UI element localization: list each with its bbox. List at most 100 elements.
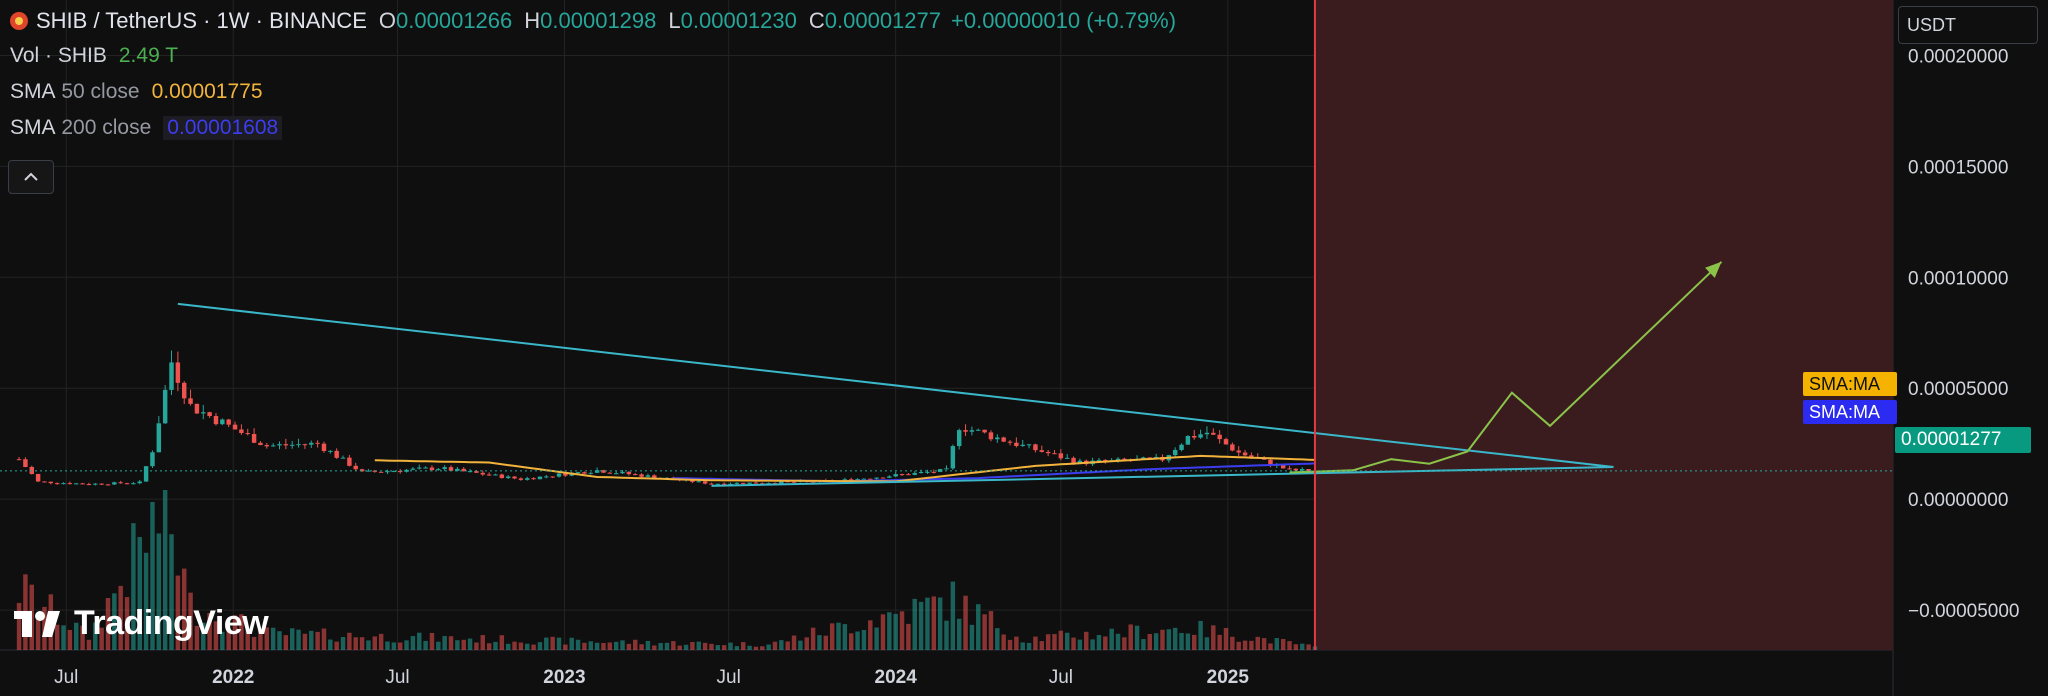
candle-body xyxy=(766,483,771,485)
volume-bar xyxy=(35,613,41,650)
volume-bar xyxy=(1300,643,1305,650)
volume-bar xyxy=(1033,636,1038,650)
volume-bar xyxy=(372,636,378,650)
volume-bar xyxy=(347,632,352,650)
candle-body xyxy=(480,472,486,475)
shib-coin-icon xyxy=(10,12,28,30)
volume-bar xyxy=(181,568,187,650)
candle-body xyxy=(982,429,987,433)
volume-bar xyxy=(302,633,308,650)
volume-bar xyxy=(1211,625,1216,650)
candle-body xyxy=(1204,432,1210,435)
candle-body xyxy=(1179,444,1184,450)
currency-selector[interactable]: USDT xyxy=(1898,6,2038,44)
volume-bar xyxy=(702,642,708,650)
volume-bar xyxy=(1096,634,1102,650)
candle-body xyxy=(709,483,714,485)
candle-body xyxy=(1153,456,1159,459)
candle-body xyxy=(950,446,956,469)
projection-arrowhead xyxy=(1705,261,1722,278)
volume-bar xyxy=(61,625,66,650)
symbol-title[interactable]: SHIB / TetherUS · 1W · BINANCE xyxy=(36,8,367,33)
candle-body xyxy=(588,472,593,474)
candle-body xyxy=(397,471,403,473)
candle-body xyxy=(277,444,282,446)
candle-body xyxy=(169,362,174,390)
volume-bar xyxy=(474,642,479,650)
candle-body xyxy=(372,470,378,472)
volume-bar xyxy=(1255,636,1260,650)
y-tick-label: 0.00010000 xyxy=(1908,268,2008,289)
volume-bar xyxy=(16,602,22,650)
candle-body xyxy=(340,457,346,459)
sma200-indicator-row[interactable]: SMA 200 close 0.00001608 xyxy=(10,116,1176,152)
volume-bar xyxy=(1141,639,1146,650)
volume-bar xyxy=(188,592,193,650)
volume-bar xyxy=(829,623,835,650)
candle-body xyxy=(956,430,962,447)
sma200-line xyxy=(673,462,1315,483)
candle-body xyxy=(848,479,854,481)
candle-body xyxy=(80,483,85,485)
candle-body xyxy=(1014,442,1019,447)
candle-body xyxy=(779,481,784,484)
volume-bar xyxy=(671,641,676,650)
volume-bar xyxy=(74,622,79,650)
tradingview-logo-icon xyxy=(14,610,60,637)
candle-body xyxy=(582,472,587,474)
volume-bar xyxy=(505,643,511,650)
candle-body xyxy=(1026,444,1032,446)
candle-body xyxy=(1020,444,1025,447)
candle-body xyxy=(188,398,193,404)
sma50-indicator-row[interactable]: SMA 50 close 0.00001775 xyxy=(10,80,1176,116)
candle-body xyxy=(93,483,98,485)
volume-bar xyxy=(810,627,816,650)
tradingview-logo[interactable]: TradingView xyxy=(14,604,269,643)
candle-body xyxy=(607,472,613,474)
candle-body xyxy=(512,476,517,479)
volume-bar xyxy=(321,628,327,650)
volume-bar xyxy=(455,640,460,650)
candle-body xyxy=(264,445,270,447)
projection-path[interactable] xyxy=(1289,261,1723,474)
volume-bar xyxy=(988,611,994,650)
candle-body xyxy=(1300,469,1305,471)
candle-body xyxy=(556,473,562,477)
volume-bar xyxy=(741,642,746,650)
volume-bar xyxy=(156,533,162,650)
candle-body xyxy=(505,476,511,479)
candle-body xyxy=(366,470,371,472)
x-tick-label: 2022 xyxy=(212,667,254,688)
candle-body xyxy=(1115,458,1121,461)
triangle-trendline xyxy=(177,302,1614,468)
volume-bar xyxy=(1084,631,1089,650)
symbol-row[interactable]: SHIB / TetherUS · 1W · BINANCE O 0.000012… xyxy=(10,8,1176,44)
volume-bar xyxy=(683,644,689,650)
candle-body xyxy=(918,471,924,473)
candle-body xyxy=(1103,459,1108,462)
candle-body xyxy=(194,403,200,414)
volume-bar xyxy=(855,631,860,650)
volume-bar xyxy=(575,639,581,650)
volume-value: 2.49 T xyxy=(118,44,179,67)
volume-indicator-row[interactable]: Vol · SHIB 2.49 T xyxy=(10,44,1176,80)
candle-body xyxy=(1141,457,1146,459)
open-label: O xyxy=(378,8,397,33)
volume-bar xyxy=(486,643,492,650)
candle-body xyxy=(391,471,397,473)
collapse-legend-button[interactable] xyxy=(8,160,54,194)
candle-body xyxy=(1306,469,1311,472)
volume-bar xyxy=(213,621,219,650)
volume-bar xyxy=(277,631,282,650)
y-tick-label: 0.00015000 xyxy=(1908,157,2008,178)
volume-bar xyxy=(93,622,98,650)
volume-bar xyxy=(607,642,613,650)
volume-bar xyxy=(1287,641,1292,650)
volume-bar xyxy=(861,629,867,650)
volume-bar xyxy=(1172,627,1178,650)
candle-body xyxy=(328,450,333,452)
sma50-label: SMA xyxy=(10,80,56,103)
candle-body xyxy=(283,444,289,446)
volume-bar xyxy=(1192,634,1197,650)
candle-body xyxy=(251,434,257,443)
